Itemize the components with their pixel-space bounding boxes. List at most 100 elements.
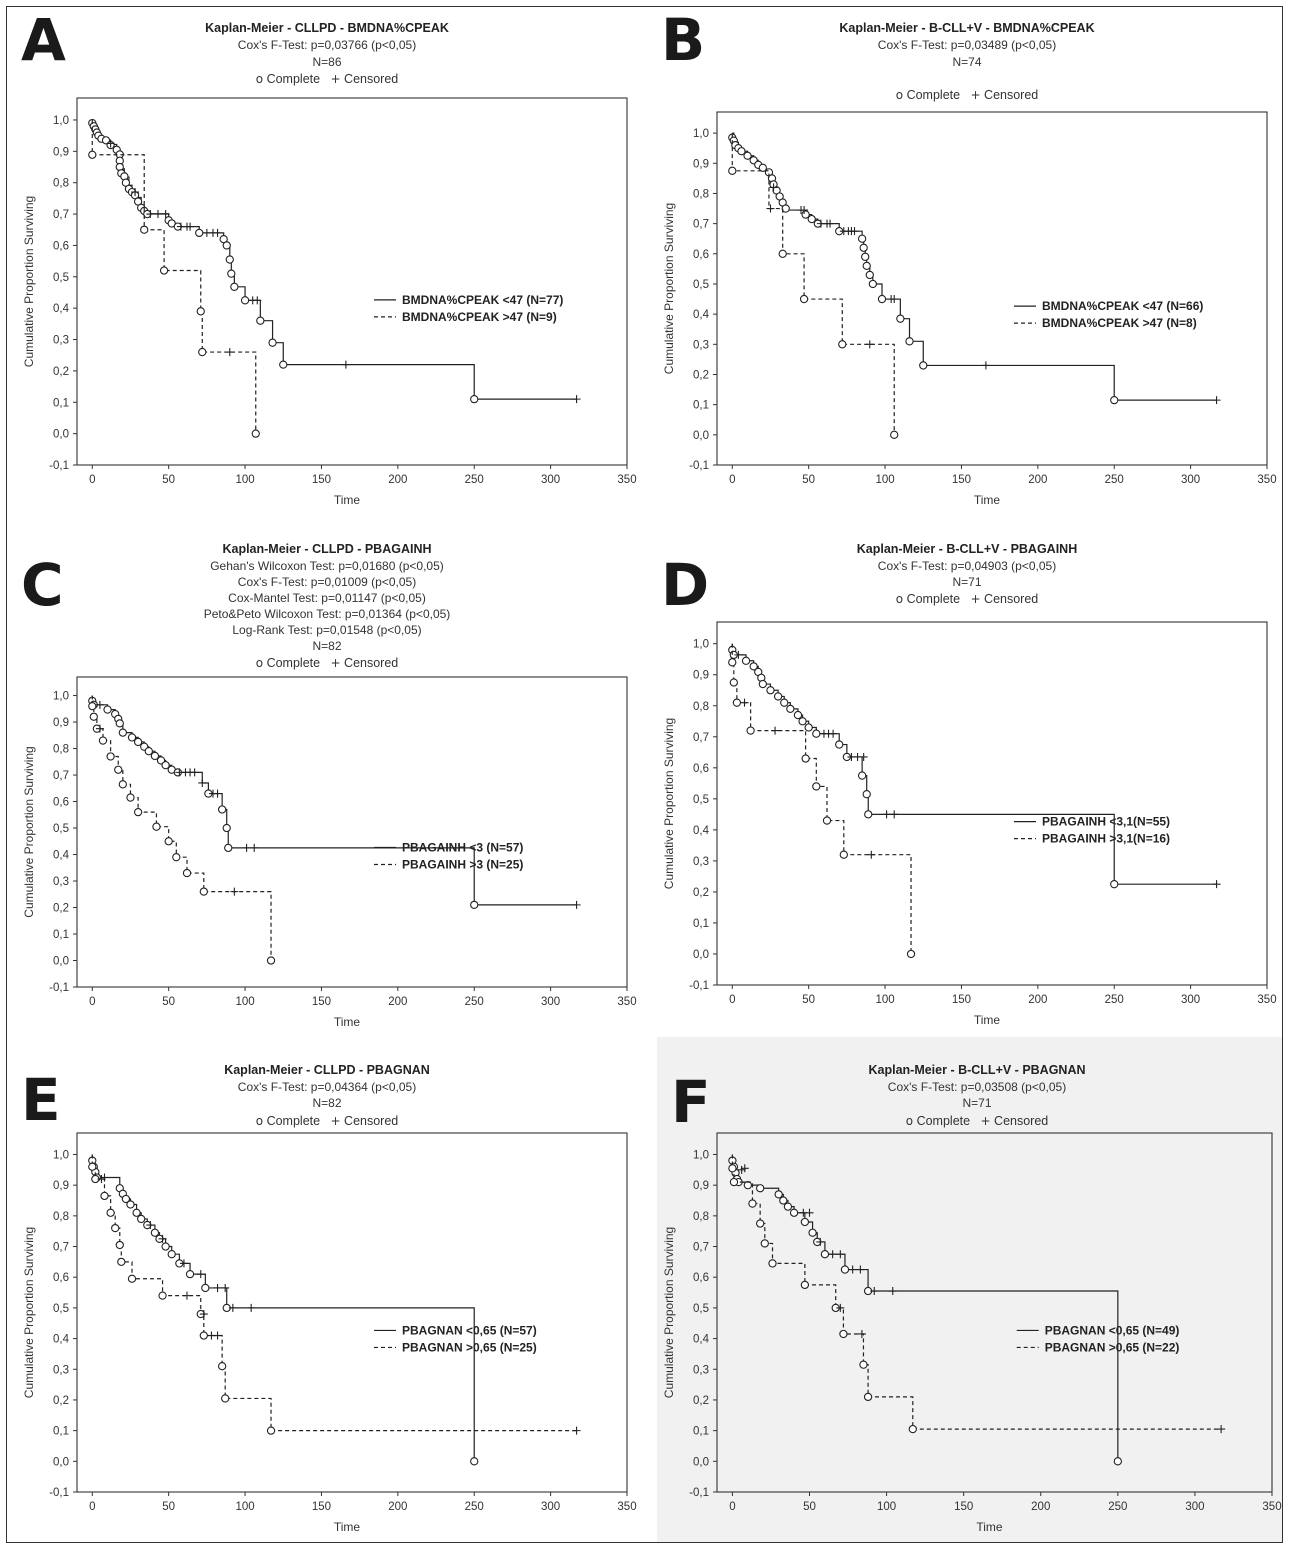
y-tick-label: 1,0 xyxy=(693,128,709,140)
complete-marker xyxy=(470,1457,479,1466)
complete-marker xyxy=(126,793,135,802)
chart-subtitle-line: N=86 xyxy=(312,55,342,69)
censored-marker xyxy=(848,1265,857,1274)
complete-marker xyxy=(152,822,161,831)
x-tick-label: 350 xyxy=(617,996,636,1008)
censored-marker xyxy=(836,1303,845,1312)
censored-marker xyxy=(247,1303,256,1312)
y-tick-label: 0,8 xyxy=(693,188,709,200)
complete-marker xyxy=(760,1239,769,1248)
legend-entry: PBAGAINH >3 (N=25) xyxy=(402,858,523,872)
censored-symbol: + xyxy=(330,656,341,670)
complete-marker xyxy=(133,737,143,747)
x-tick-label: 250 xyxy=(465,1501,484,1513)
plot-frame xyxy=(76,676,628,988)
km-plot: -0,1 0,0 0,1 0,2 0,3 0,4 0,5 0,6 0,7 0,8 0,9 1,0 0 50… xyxy=(662,1132,1282,1534)
complete-marker xyxy=(766,686,775,695)
complete-marker xyxy=(133,807,143,817)
chart-subtitle-line: Cox's F-Test: p=0,01009 (p<0,05) xyxy=(237,575,417,589)
complete-marker xyxy=(144,747,153,756)
y-tick-label: 0,4 xyxy=(693,309,710,321)
complete-marker xyxy=(158,1291,167,1300)
complete-marker xyxy=(737,147,746,156)
censored-marker xyxy=(213,228,222,237)
x-axis-label: Time xyxy=(334,1520,361,1534)
complete-marker xyxy=(919,361,928,370)
y-tick-label: 0,2 xyxy=(53,1395,69,1407)
y-tick-label: 0,1 xyxy=(53,929,69,941)
complete-marker xyxy=(111,1223,120,1233)
chart-subtitle-line: Peto&Peto Wilcoxon Test: p=0,01364 (p<0,… xyxy=(203,607,451,621)
survival-curve xyxy=(732,132,1217,401)
x-tick-label: 0 xyxy=(729,994,735,1006)
complete-marker xyxy=(266,1426,276,1435)
x-tick-label: 350 xyxy=(617,474,636,486)
censored-label: Censored xyxy=(344,656,399,670)
complete-marker xyxy=(783,1202,793,1211)
complete-marker xyxy=(217,1362,227,1371)
censored-marker xyxy=(225,348,234,357)
x-tick-label: 0 xyxy=(89,474,95,486)
complete-marker xyxy=(861,252,870,261)
plot-frame xyxy=(716,111,1268,466)
complete-marker xyxy=(199,887,208,896)
y-tick-label: 0,8 xyxy=(693,1211,709,1223)
x-tick-label: 0 xyxy=(89,1501,95,1513)
y-tick-label: 0,1 xyxy=(53,397,69,409)
y-tick-label: -0,1 xyxy=(689,460,709,472)
complete-marker xyxy=(161,1242,170,1251)
y-axis-label: Cumulative Proportion Surviving xyxy=(22,1227,36,1398)
x-tick-label: 100 xyxy=(235,474,254,486)
censored-marker xyxy=(734,650,743,659)
complete-marker xyxy=(114,765,123,774)
legend-entry: PBAGNAN <0,65 (N=49) xyxy=(1045,1323,1180,1337)
complete-marker xyxy=(256,316,265,325)
x-tick-label: 350 xyxy=(1257,994,1276,1006)
survival-curve xyxy=(731,1154,1222,1430)
censored-marker xyxy=(153,210,162,219)
chart-subtitle-line: N=82 xyxy=(312,639,342,653)
y-tick-label: 0,9 xyxy=(53,1180,69,1192)
censored-marker xyxy=(341,360,350,369)
y-tick-label: 0,5 xyxy=(53,823,69,835)
complete-marker xyxy=(115,1240,124,1250)
complete-marker xyxy=(106,752,115,761)
complete-marker xyxy=(729,678,738,687)
censored-marker xyxy=(572,1426,581,1435)
survival-curve xyxy=(731,133,895,435)
y-tick-label: 0,2 xyxy=(693,1395,709,1407)
complete-marker xyxy=(840,1265,850,1274)
complete-symbol: o xyxy=(255,72,264,86)
complete-marker xyxy=(227,269,236,278)
marker-legend: o Complete + Censored xyxy=(67,72,587,86)
censored-marker xyxy=(161,210,170,219)
panel-letter: E xyxy=(21,1066,61,1134)
censored-marker xyxy=(865,340,874,349)
legend-entry: PBAGNAN >0,65 (N=25) xyxy=(402,1340,537,1354)
complete-marker xyxy=(799,294,809,304)
complete-marker xyxy=(118,728,127,737)
complete-symbol: o xyxy=(895,592,904,606)
x-tick-label: 350 xyxy=(617,1501,636,1513)
panel-a: A Kaplan-Meier - CLLPD - BMDNA%CPEAK Cox… xyxy=(7,7,647,522)
survival-curve xyxy=(731,643,1217,885)
complete-marker xyxy=(198,347,207,357)
complete-marker xyxy=(137,1214,146,1224)
y-tick-label: 0,6 xyxy=(693,763,709,775)
x-tick-label: 200 xyxy=(388,996,407,1008)
y-tick-label: 0,7 xyxy=(693,219,709,231)
y-tick-label: 0,7 xyxy=(693,732,709,744)
x-axis-label: Time xyxy=(334,1015,361,1029)
censored-marker xyxy=(805,1208,814,1217)
y-tick-label: 0,4 xyxy=(693,1334,710,1346)
censored-marker xyxy=(1217,1425,1226,1434)
complete-symbol: o xyxy=(255,656,264,670)
complete-marker xyxy=(732,698,742,707)
complete-marker xyxy=(88,1162,97,1171)
x-tick-label: 150 xyxy=(312,1501,331,1513)
censored-marker xyxy=(131,188,140,197)
complete-marker xyxy=(758,163,767,172)
y-tick-label: 0,1 xyxy=(693,1426,709,1438)
x-tick-label: 50 xyxy=(803,1501,816,1513)
censored-marker xyxy=(221,1283,230,1292)
